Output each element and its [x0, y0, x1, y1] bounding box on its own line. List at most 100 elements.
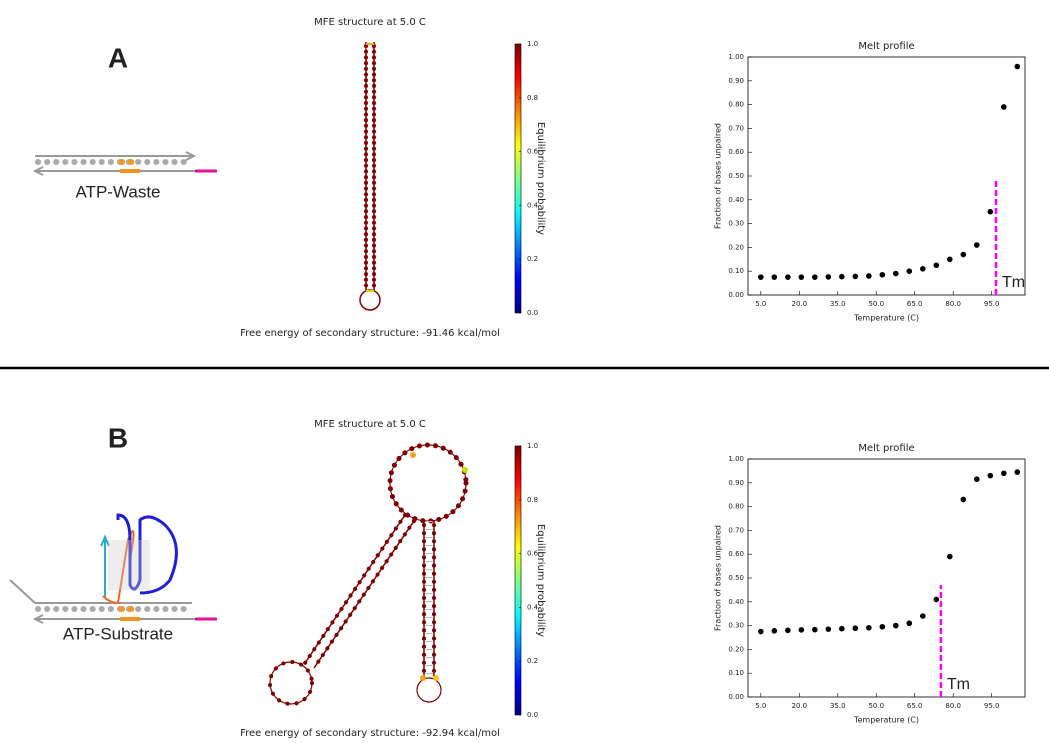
data-point	[866, 624, 872, 631]
data-point	[906, 620, 913, 627]
colorbar-label: Equilibrium probability	[535, 122, 546, 235]
y-tick-label: 0.30	[728, 220, 744, 228]
x-tick-label: 95.0	[984, 702, 1000, 710]
data-point	[987, 208, 994, 215]
free-energy: Free energy of secondary structure: -91.…	[240, 328, 500, 339]
y-tick-label: 0.90	[728, 77, 744, 85]
data-point	[771, 628, 778, 634]
data-point	[1014, 63, 1021, 70]
data-point	[974, 476, 980, 483]
x-axis-label: Temperature (C)	[853, 314, 919, 323]
y-tick-label: 0.60	[728, 550, 744, 558]
chart-title: Melt profile	[858, 41, 914, 52]
x-tick-label: 65.0	[907, 300, 923, 308]
colorbar	[514, 43, 522, 314]
y-tick-label: 1.00	[728, 455, 744, 463]
data-point	[866, 273, 872, 279]
molecule-name: ATP-Substrate	[63, 624, 173, 643]
y-tick-label: 0.60	[728, 148, 744, 156]
data-point	[825, 626, 832, 632]
colorbar-tick-label: 1.0	[527, 442, 538, 450]
colorbar-tick-label: 1.0	[527, 40, 538, 48]
y-tick-label: 1.00	[728, 53, 744, 61]
plot-area	[747, 458, 1026, 698]
data-point	[1001, 104, 1007, 110]
y-tick-label: 0.00	[728, 291, 744, 299]
plot-area	[747, 56, 1026, 296]
data-point	[920, 613, 926, 619]
data-point	[879, 623, 886, 630]
colorbar-label: Equilibrium probability	[535, 524, 546, 637]
data-point	[893, 270, 899, 277]
colorbar-tick-label: 0.6	[527, 550, 539, 558]
data-point	[893, 622, 899, 629]
data-point	[758, 628, 764, 635]
colorbar-tick-label: 0.6	[527, 148, 539, 156]
y-tick-label: 0.40	[728, 598, 744, 606]
colorbar-tick-label: 0.0	[527, 309, 538, 317]
x-tick-label: 35.0	[830, 702, 846, 710]
data-point	[771, 274, 778, 280]
data-point	[852, 625, 859, 632]
data-point	[825, 274, 832, 280]
data-point	[1014, 469, 1021, 475]
data-point	[933, 262, 940, 269]
x-tick-label: 65.0	[907, 702, 923, 710]
y-axis-label: Fraction of bases unpaired	[714, 525, 723, 631]
data-point	[920, 266, 926, 272]
x-tick-label: 20.0	[791, 300, 807, 308]
mfe-title: MFE structure at 5.0 C	[314, 17, 426, 28]
data-point	[974, 242, 980, 248]
data-point	[946, 553, 953, 560]
data-point	[933, 596, 940, 603]
data-point	[960, 496, 967, 503]
tm-label: Tm	[947, 676, 970, 693]
y-tick-label: 0.20	[728, 243, 744, 251]
x-tick-label: 5.0	[755, 702, 766, 710]
data-point	[785, 627, 791, 634]
y-tick-label: 0.10	[728, 669, 744, 677]
colorbar-tick-label: 0.8	[527, 496, 538, 504]
y-tick-label: 0.50	[728, 574, 744, 582]
data-point	[758, 274, 764, 280]
x-tick-label: 5.0	[755, 300, 766, 308]
x-tick-label: 20.0	[791, 702, 807, 710]
free-energy: Free energy of secondary structure: -92.…	[240, 728, 500, 739]
data-point	[960, 251, 967, 258]
colorbar	[514, 445, 522, 716]
colorbar-tick-label: 0.8	[527, 94, 538, 102]
substrate-diagram	[9, 513, 217, 624]
panel-label: A	[108, 42, 128, 73]
colorbar-tick-label: 0.2	[527, 657, 538, 665]
x-tick-label: 80.0	[945, 702, 961, 710]
data-point	[812, 274, 818, 280]
data-point	[798, 274, 805, 280]
data-point	[812, 626, 818, 633]
tm-label: Tm	[1002, 274, 1025, 291]
x-tick-label: 35.0	[830, 300, 846, 308]
y-tick-label: 0.10	[728, 267, 744, 275]
y-tick-label: 0.00	[728, 693, 744, 701]
data-point	[987, 472, 994, 479]
mfe-structure	[268, 442, 469, 706]
colorbar-tick-label: 0.2	[527, 255, 538, 263]
x-tick-label: 50.0	[868, 702, 884, 710]
y-tick-label: 0.80	[728, 101, 744, 109]
x-tick-label: 95.0	[984, 300, 1000, 308]
data-point	[906, 268, 913, 275]
y-tick-label: 0.70	[728, 124, 744, 132]
x-tick-label: 50.0	[868, 300, 884, 308]
panel-label: B	[108, 422, 128, 453]
y-axis-label: Fraction of bases unpaired	[714, 123, 723, 229]
data-point	[839, 625, 845, 632]
mfe-structure	[359, 42, 381, 311]
data-point	[946, 256, 953, 263]
data-point	[1001, 470, 1007, 477]
y-tick-label: 0.40	[728, 196, 744, 204]
y-tick-label: 0.50	[728, 172, 744, 180]
data-point	[798, 627, 805, 633]
data-point	[879, 271, 886, 278]
mfe-title: MFE structure at 5.0 C	[314, 419, 426, 430]
y-tick-label: 0.70	[728, 526, 744, 534]
